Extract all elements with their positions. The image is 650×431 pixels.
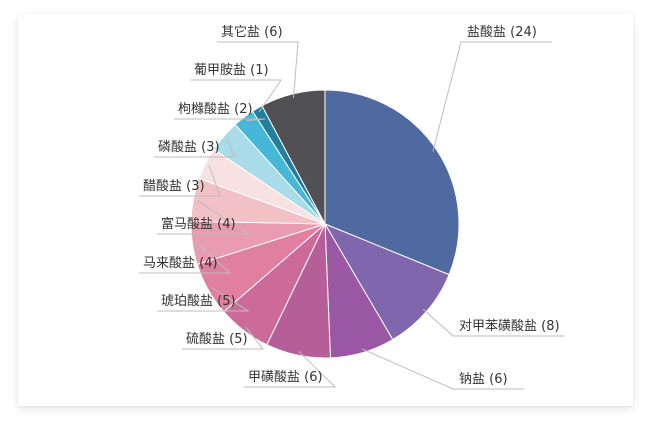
leader-line <box>432 41 553 152</box>
leader-line <box>182 326 265 350</box>
leader-line <box>244 350 337 388</box>
slice-label: 马来酸盐 (4) <box>143 256 218 271</box>
leader-line <box>157 287 250 312</box>
leader-line <box>157 199 250 235</box>
slice-label: 其它盐 (6) <box>221 24 283 40</box>
slice-label: 琥珀酸盐 (5) <box>161 294 236 309</box>
slice-label: 枸橼酸盐 (2) <box>178 102 253 117</box>
leader-line <box>190 79 283 113</box>
slice-label: 硫酸盐 (5) <box>186 332 248 347</box>
slice-label: 磷酸盐 (3) <box>158 140 220 155</box>
slice-label: 盐酸盐 (24) <box>467 25 537 40</box>
pie-slice <box>324 89 460 276</box>
leader-line <box>217 41 299 98</box>
leader-line <box>139 165 221 197</box>
slice-label: 对甲苯磺酸盐 (8) <box>459 319 560 334</box>
slice-label: 钠盐 (6) <box>459 372 508 387</box>
pie-slice <box>261 89 326 225</box>
leader-line <box>174 118 266 122</box>
slice-label: 葡甲胺盐 (1) <box>194 63 269 78</box>
leader-line <box>422 308 565 337</box>
slice-label: 醋酸盐 (3) <box>143 178 205 194</box>
leader-line <box>139 242 232 274</box>
slice-label: 甲磺酸盐 (6) <box>248 370 323 385</box>
leader-line <box>154 138 236 158</box>
leader-line <box>361 348 524 390</box>
slice-label: 富马酸盐 (4) <box>161 216 236 232</box>
